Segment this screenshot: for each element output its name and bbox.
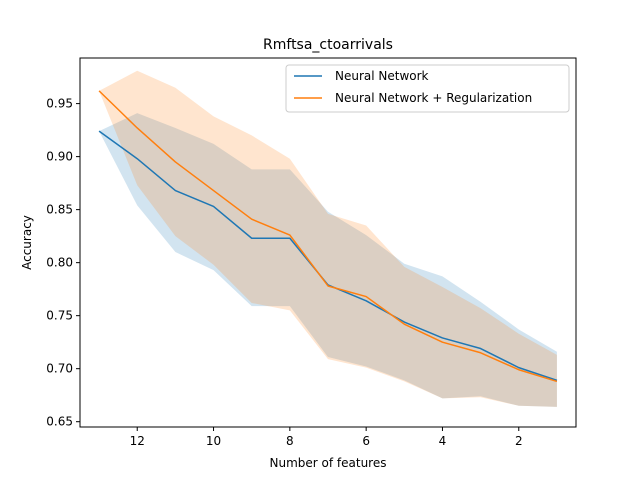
plot-frame bbox=[79, 57, 577, 428]
x-tick-label: 6 bbox=[362, 434, 370, 448]
legend-box bbox=[285, 64, 570, 113]
legend-label-neural-network-regularization: Neural Network + Regularization bbox=[335, 91, 532, 105]
x-axis-ticks: 12 10 8 6 4 2 bbox=[130, 427, 523, 448]
x-tick-label: 4 bbox=[439, 434, 447, 448]
y-axis-ticks: 0.65 0.70 0.75 0.80 0.85 0.90 0.95 bbox=[46, 97, 80, 429]
x-tick-label: 8 bbox=[286, 434, 294, 448]
x-axis-label: Number of features bbox=[270, 456, 387, 470]
band-neural-network bbox=[99, 113, 557, 407]
x-tick-label: 12 bbox=[130, 434, 145, 448]
y-tick-label: 0.90 bbox=[46, 150, 73, 164]
y-tick-label: 0.80 bbox=[46, 256, 73, 270]
x-tick-label: 10 bbox=[206, 434, 221, 448]
legend: Neural Network Neural Network + Regulari… bbox=[285, 64, 570, 113]
series-lines bbox=[98, 90, 558, 383]
x-tick-label: 2 bbox=[515, 434, 523, 448]
confidence-bands bbox=[99, 70, 557, 407]
band-neural-network-regularization bbox=[99, 70, 557, 407]
y-tick-label: 0.85 bbox=[46, 203, 73, 217]
line-neural-network-regularization bbox=[98, 90, 558, 383]
chart-title: Rmftsa_ctoarrivals bbox=[263, 37, 393, 53]
y-axis-label: Accuracy bbox=[20, 215, 34, 270]
y-tick-label: 0.95 bbox=[46, 97, 73, 111]
y-tick-label: 0.70 bbox=[46, 362, 73, 376]
legend-label-neural-network: Neural Network bbox=[335, 69, 429, 83]
y-tick-label: 0.75 bbox=[46, 309, 73, 323]
y-tick-label: 0.65 bbox=[46, 415, 73, 429]
